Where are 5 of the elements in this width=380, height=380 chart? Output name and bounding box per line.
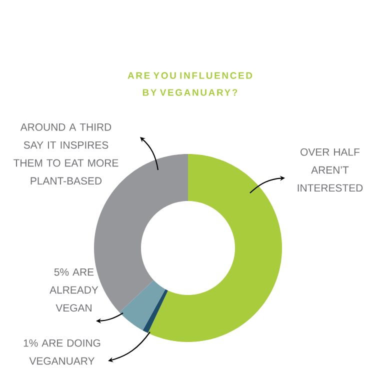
slice-label: AROUND A THIRD SAY IT INSPIRES THEM TO EAT MORE PLANT-BASED	[14, 123, 118, 185]
chart-title: ARE YOU INFLUENCED BY VEGANUARY?	[128, 72, 252, 96]
slice-label: OVER HALF AREN’T INTERESTED	[298, 148, 363, 192]
slice-label: 1% ARE DOING VEGANUARY	[24, 339, 100, 365]
slice-label: 5% ARE ALREADY VEGAN	[50, 268, 98, 312]
